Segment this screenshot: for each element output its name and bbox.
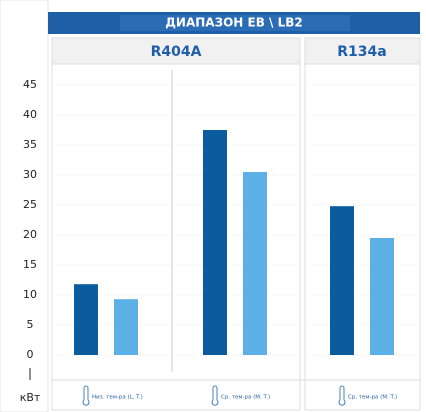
y-tick-label: 5 <box>27 318 34 331</box>
bar <box>74 284 98 355</box>
group-panel <box>304 37 421 411</box>
y-tick-label: 30 <box>23 168 37 181</box>
y-unit: кВт <box>20 391 41 404</box>
title-highlight <box>120 15 350 31</box>
thermometer-icon <box>82 385 90 406</box>
category-label <box>211 385 219 406</box>
bar <box>370 238 394 355</box>
y-tick-label: 10 <box>23 288 37 301</box>
chart-title: ДИАПАЗОН EB \ LB2 <box>165 16 303 30</box>
group-header <box>51 37 301 65</box>
bar <box>114 299 138 355</box>
y-tick-label: 45 <box>23 78 37 91</box>
x-tick-label: Ср. тем-ра (M. T.) <box>221 395 270 401</box>
y-tick-label: 0 <box>27 348 34 361</box>
bar <box>203 130 227 355</box>
x-tick-label: Низ. тем-ра (L. T.) <box>92 395 143 401</box>
thermometer-icon <box>338 385 346 406</box>
category-label <box>338 385 346 406</box>
y-tick-label: 20 <box>23 228 37 241</box>
y-tick-label: 15 <box>23 258 37 271</box>
bar <box>243 172 267 355</box>
axis-column <box>0 0 49 412</box>
category-label <box>82 385 90 406</box>
bar <box>330 206 354 355</box>
group-label: R134a <box>337 44 386 60</box>
group-header <box>304 37 421 65</box>
y-tick-label: 25 <box>23 198 37 211</box>
y-tick-label: 35 <box>23 138 37 151</box>
group-label: R404A <box>151 44 202 60</box>
x-tick-label: Ср. тем-ра (M. T.) <box>348 395 397 401</box>
y-tick-label: 40 <box>23 108 37 121</box>
thermometer-icon <box>211 385 219 406</box>
